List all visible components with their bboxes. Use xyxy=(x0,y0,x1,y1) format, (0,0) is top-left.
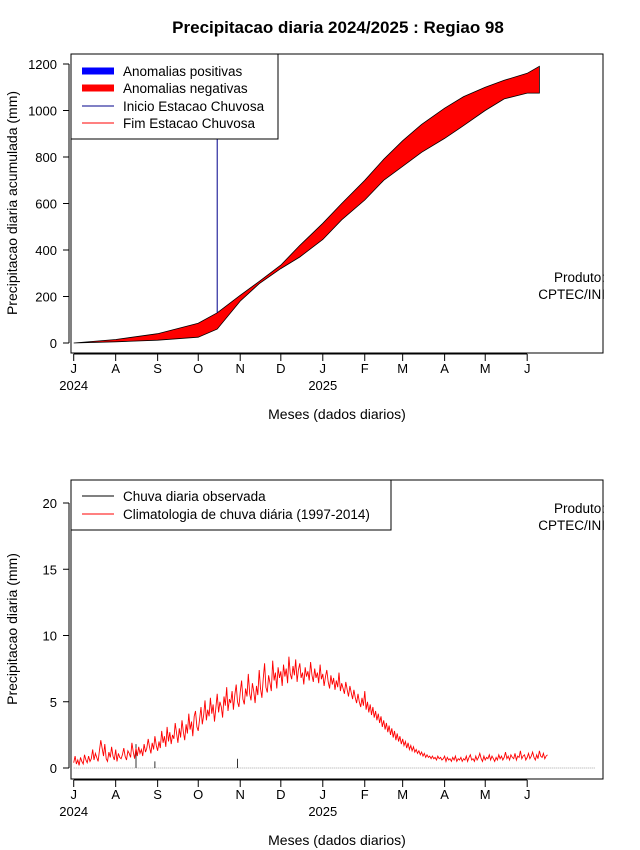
year-label: 2024 xyxy=(59,378,88,393)
legend-label-end: Fim Estacao Chuvosa xyxy=(123,116,256,131)
product-source: CPTEC/INI xyxy=(538,518,605,533)
x-tick-label: M xyxy=(397,361,408,376)
legend: Chuva diaria observada Climatologia de c… xyxy=(70,479,392,531)
x-tick-label: N xyxy=(236,361,245,376)
product-label: Produto: xyxy=(554,501,605,516)
accumulated-chart: Precipitacao diaria 2024/2025 : Regiao 9… xyxy=(4,18,605,422)
legend: Anomalias positivas Anomalias negativas … xyxy=(70,53,279,140)
x-tick-label: J xyxy=(70,787,77,802)
plot-frame xyxy=(70,53,604,354)
x-tick-label: J xyxy=(524,787,531,802)
x-tick-label: A xyxy=(111,361,120,376)
legend-label-climatology: Climatologia de chuva diária (1997-2014) xyxy=(123,507,370,522)
x-tick-label: A xyxy=(440,361,449,376)
y-axis-label: Precipitacao diaria acumulada (mm) xyxy=(4,91,20,315)
x-tick-label: A xyxy=(440,787,449,802)
x-tick-label: M xyxy=(480,787,491,802)
legend-label-negative: Anomalias negativas xyxy=(123,81,248,96)
y-tick-label: 15 xyxy=(43,562,57,577)
x-tick-label: S xyxy=(153,787,162,802)
y-tick-label: 0 xyxy=(50,761,57,776)
x-tick-label: J xyxy=(320,361,327,376)
x-tick-label: J xyxy=(524,361,531,376)
year-label: 2025 xyxy=(308,378,337,393)
y-tick-label: 5 xyxy=(50,695,57,710)
x-axis: J A S O N D J F M A M J 2024 2025 xyxy=(59,353,531,393)
year-label: 2025 xyxy=(308,804,337,819)
climatology-line xyxy=(73,656,548,766)
y-tick-label: 600 xyxy=(35,197,57,212)
y-axis-label: Precipitacao diaria (mm) xyxy=(4,553,20,705)
y-tick-label: 1200 xyxy=(28,57,57,72)
y-tick-label: 20 xyxy=(43,496,57,511)
x-axis: J A S O N D J F M A M J 2024 2025 xyxy=(59,779,531,819)
y-tick-label: 0 xyxy=(50,336,57,351)
y-tick-label: 200 xyxy=(35,290,57,305)
x-tick-label: A xyxy=(111,787,120,802)
x-tick-label: O xyxy=(193,787,203,802)
x-tick-label: M xyxy=(397,787,408,802)
x-tick-label: S xyxy=(153,361,162,376)
accumulated-area xyxy=(73,65,540,344)
product-source: CPTEC/INI xyxy=(538,287,605,302)
x-tick-label: M xyxy=(480,361,491,376)
year-label: 2024 xyxy=(59,804,88,819)
negative-anomaly-area xyxy=(73,65,540,344)
x-axis-label: Meses (dados diarios) xyxy=(268,832,406,848)
x-tick-label: D xyxy=(276,787,285,802)
legend-label-positive: Anomalias positivas xyxy=(123,64,243,79)
y-axis: 0 5 10 15 20 xyxy=(43,496,70,776)
x-tick-label: F xyxy=(361,787,369,802)
product-label: Produto: xyxy=(554,270,605,285)
y-tick-label: 800 xyxy=(35,150,57,165)
x-tick-label: D xyxy=(276,361,285,376)
x-axis-label: Meses (dados diarios) xyxy=(268,406,406,422)
y-tick-label: 1000 xyxy=(28,104,57,119)
y-axis: 0 200 400 600 800 1000 1200 xyxy=(28,57,70,351)
daily-chart: 0 5 10 15 20 J A S O N D J F M A M J 2024 2025 Precipitac… xyxy=(4,479,605,848)
x-tick-label: J xyxy=(320,787,327,802)
y-tick-label: 10 xyxy=(43,629,57,644)
y-tick-label: 400 xyxy=(35,243,57,258)
x-tick-label: N xyxy=(236,787,245,802)
legend-box xyxy=(70,479,392,531)
legend-label-start: Inicio Estacao Chuvosa xyxy=(123,99,265,114)
chart-title: Precipitacao diaria 2024/2025 : Regiao 9… xyxy=(172,18,504,37)
x-tick-label: F xyxy=(361,361,369,376)
x-tick-label: J xyxy=(70,361,77,376)
x-tick-label: O xyxy=(193,361,203,376)
legend-label-observed: Chuva diaria observada xyxy=(123,489,266,504)
